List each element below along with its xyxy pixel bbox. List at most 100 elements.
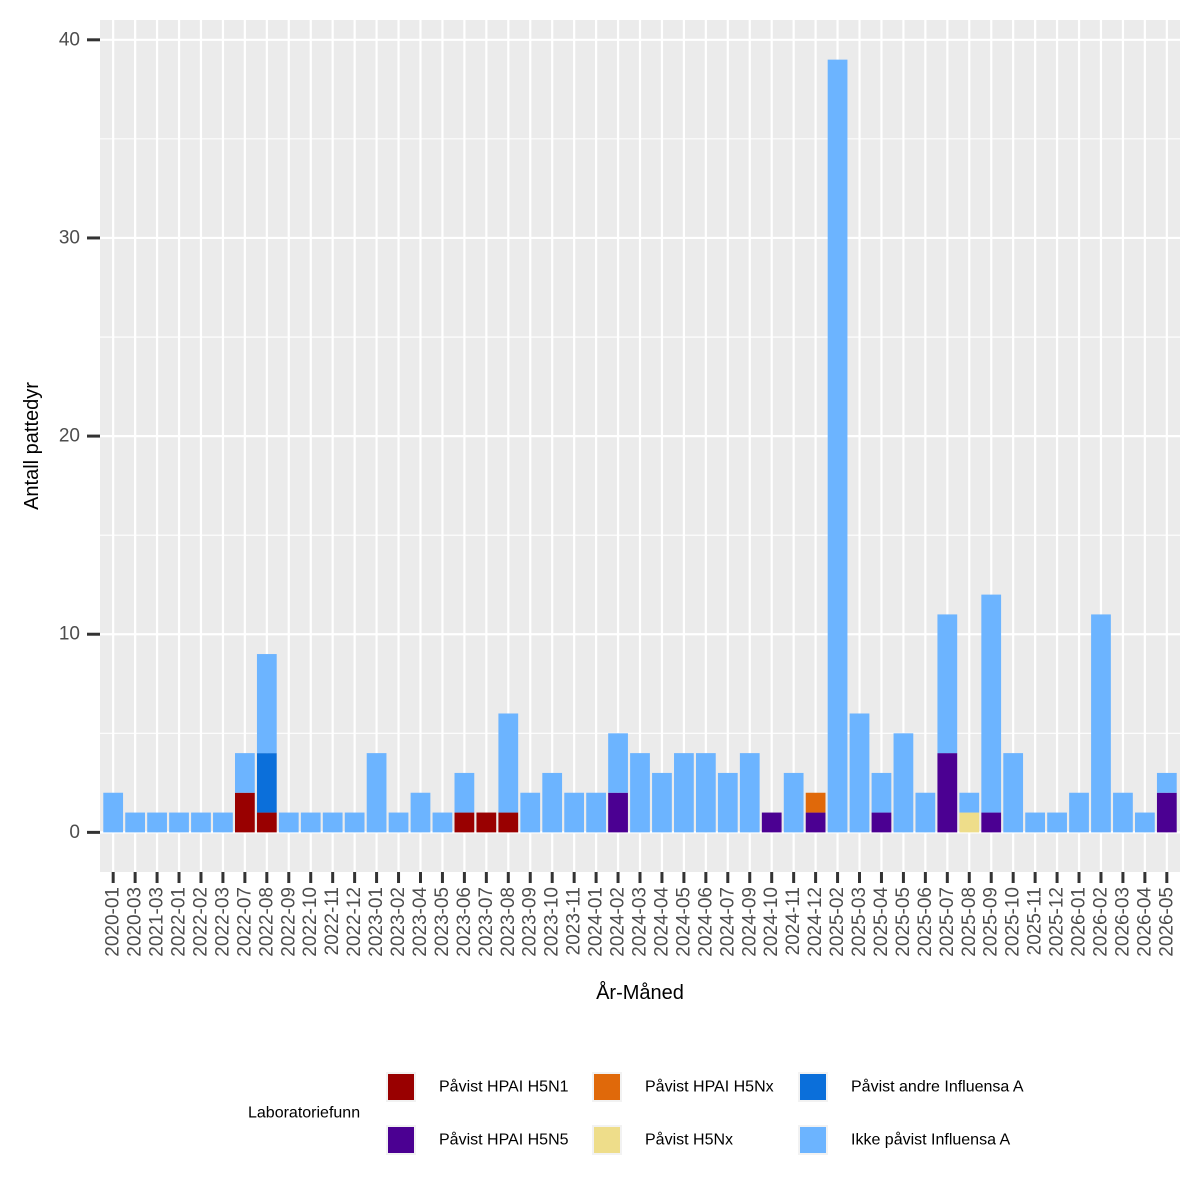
x-tick-label: 2024-10 [761, 887, 782, 957]
bar-2026-01-ikke-pavist-influensa-a [1069, 792, 1089, 833]
legend-label-pavist-hpai-h5n5: Påvist HPAI H5N5 [439, 1131, 569, 1149]
bar-2023-02-ikke-pavist-influensa-a [388, 812, 409, 833]
y-axis-title: Antall pattedyr [21, 382, 43, 510]
legend-label-ikke-pavist-influensa-a: Ikke påvist Influensa A [851, 1131, 1011, 1149]
bar-2024-02-pavist-hpai-h5n5 [608, 792, 628, 833]
x-tick-label: 2025-05 [893, 887, 914, 957]
x-tick-label: 2023-08 [498, 887, 519, 957]
x-tick-label: 2024-11 [783, 887, 804, 955]
bar-2023-08-ikke-pavist-influensa-a [498, 713, 519, 813]
x-tick-label: 2020-01 [103, 887, 124, 957]
bar-2025-04-ikke-pavist-influensa-a [871, 772, 892, 813]
bar-2023-10-ikke-pavist-influensa-a [542, 772, 563, 833]
x-tick-label: 2025-06 [915, 887, 936, 957]
bar-2022-11-ikke-pavist-influensa-a [322, 812, 343, 833]
bar-2025-06-ikke-pavist-influensa-a [915, 792, 936, 833]
x-tick-label: 2024-04 [651, 887, 672, 957]
x-tick-label: 2022-03 [212, 887, 233, 957]
x-tick-label: 2022-07 [234, 887, 255, 957]
bar-2022-02-ikke-pavist-influensa-a [191, 812, 211, 833]
x-tick-label: 2024-03 [630, 887, 651, 957]
bar-2023-05-ikke-pavist-influensa-a [432, 812, 453, 833]
x-tick-label: 2024-06 [695, 887, 716, 957]
bar-2025-09-ikke-pavist-influensa-a [981, 594, 1002, 813]
x-tick-label: 2022-10 [300, 887, 321, 957]
legend-label-pavist-hpai-h5n1: Påvist HPAI H5N1 [439, 1078, 569, 1096]
bar-2025-10-ikke-pavist-influensa-a [1003, 753, 1024, 833]
bar-2020-01-ikke-pavist-influensa-a [103, 792, 124, 833]
bar-2022-08-ikke-pavist-influensa-a [256, 654, 277, 754]
x-tick-label: 2023-07 [476, 887, 497, 957]
bar-2024-02-ikke-pavist-influensa-a [608, 733, 628, 793]
bar-2022-12-ikke-pavist-influensa-a [344, 812, 365, 833]
legend-label-pavist-andre-influensa-a: Påvist andre Influensa A [851, 1078, 1024, 1096]
x-tick-label: 2022-09 [278, 887, 299, 957]
legend-title: Laboratoriefunn [248, 1105, 360, 1122]
x-tick-label: 2023-06 [454, 887, 475, 957]
bar-2024-11-ikke-pavist-influensa-a [783, 772, 804, 833]
y-tick-label: 30 [59, 227, 80, 248]
bar-2021-03-ikke-pavist-influensa-a [147, 812, 167, 833]
bar-2023-08-pavist-hpai-h5n1 [498, 812, 519, 833]
bar-2025-04-pavist-hpai-h5n5 [871, 812, 892, 833]
x-tick-label: 2022-08 [256, 887, 277, 957]
bar-2022-07-pavist-hpai-h5n1 [235, 792, 255, 833]
bar-2026-05-pavist-hpai-h5n5 [1156, 792, 1177, 833]
bar-2025-02-ikke-pavist-influensa-a [827, 59, 848, 833]
y-tick-label: 0 [69, 822, 80, 843]
bar-2023-06-pavist-hpai-h5n1 [454, 812, 475, 833]
bar-2022-03-ikke-pavist-influensa-a [213, 812, 233, 833]
bar-2022-08-pavist-hpai-h5n1 [256, 812, 277, 833]
x-tick-label: 2025-12 [1047, 887, 1068, 957]
x-tick-label: 2026-03 [1112, 887, 1133, 957]
bar-2024-09-ikke-pavist-influensa-a [739, 753, 760, 833]
bar-2025-05-ikke-pavist-influensa-a [893, 733, 914, 833]
x-axis-title: År-Måned [596, 981, 684, 1004]
legend-swatch-pavist-hpai-h5n1 [388, 1074, 414, 1100]
bar-2022-07-ikke-pavist-influensa-a [235, 753, 255, 793]
x-tick-label: 2024-01 [586, 887, 607, 957]
legend-swatch-ikke-pavist-influensa-a [800, 1127, 826, 1153]
bar-2022-09-ikke-pavist-influensa-a [278, 812, 299, 833]
x-tick-label: 2023-01 [366, 887, 387, 957]
x-tick-label: 2024-12 [805, 887, 826, 957]
x-tick-label: 2026-01 [1069, 887, 1090, 957]
bar-2025-11-ikke-pavist-influensa-a [1025, 812, 1045, 833]
bar-2023-09-ikke-pavist-influensa-a [520, 792, 541, 833]
bar-2024-12-pavist-hpai-h5n5 [805, 812, 826, 833]
x-tick-label: 2023-09 [520, 887, 541, 957]
bar-2024-07-ikke-pavist-influensa-a [717, 772, 738, 833]
bar-2024-06-ikke-pavist-influensa-a [695, 753, 716, 833]
legend: Laboratoriefunn Påvist HPAI H5N1 Påvist HP… [248, 1072, 1024, 1155]
x-tick-label: 2023-05 [432, 887, 453, 957]
x-tick-label: 2024-07 [717, 887, 738, 957]
bar-2024-10-pavist-hpai-h5n5 [761, 812, 782, 833]
bar-2026-05-ikke-pavist-influensa-a [1156, 772, 1177, 793]
bar-2026-02-ikke-pavist-influensa-a [1091, 614, 1111, 833]
x-tick-label: 2022-02 [190, 887, 211, 957]
bar-2025-07-ikke-pavist-influensa-a [937, 614, 958, 754]
bar-2023-07-pavist-hpai-h5n1 [476, 812, 497, 833]
bar-2022-01-ikke-pavist-influensa-a [169, 812, 189, 833]
legend-swatch-pavist-hpai-h5n5 [388, 1127, 414, 1153]
bar-2024-03-ikke-pavist-influensa-a [630, 753, 650, 833]
bar-2026-03-ikke-pavist-influensa-a [1113, 792, 1133, 833]
bar-2025-03-ikke-pavist-influensa-a [849, 713, 870, 833]
x-tick-label: 2023-10 [542, 887, 563, 957]
x-tick-label: 2025-09 [981, 887, 1002, 957]
x-tick-label: 2022-01 [169, 887, 190, 957]
x-tick-label: 2025-04 [871, 887, 892, 957]
x-tick-label: 2024-09 [739, 887, 760, 957]
x-tick-label: 2025-02 [827, 887, 848, 957]
bar-2023-11-ikke-pavist-influensa-a [564, 792, 585, 833]
x-tick-label: 2025-08 [959, 887, 980, 957]
legend-swatch-pavist-andre-influensa-a [800, 1074, 826, 1100]
bar-2023-06-ikke-pavist-influensa-a [454, 772, 475, 813]
x-tick-label: 2026-02 [1090, 887, 1111, 957]
x-tick-label: 2025-11 [1025, 887, 1046, 955]
bar-2026-04-ikke-pavist-influensa-a [1135, 812, 1155, 833]
x-tick-label: 2026-04 [1134, 887, 1155, 957]
y-tick-label: 40 [59, 29, 80, 50]
bar-2023-01-ikke-pavist-influensa-a [366, 753, 387, 833]
